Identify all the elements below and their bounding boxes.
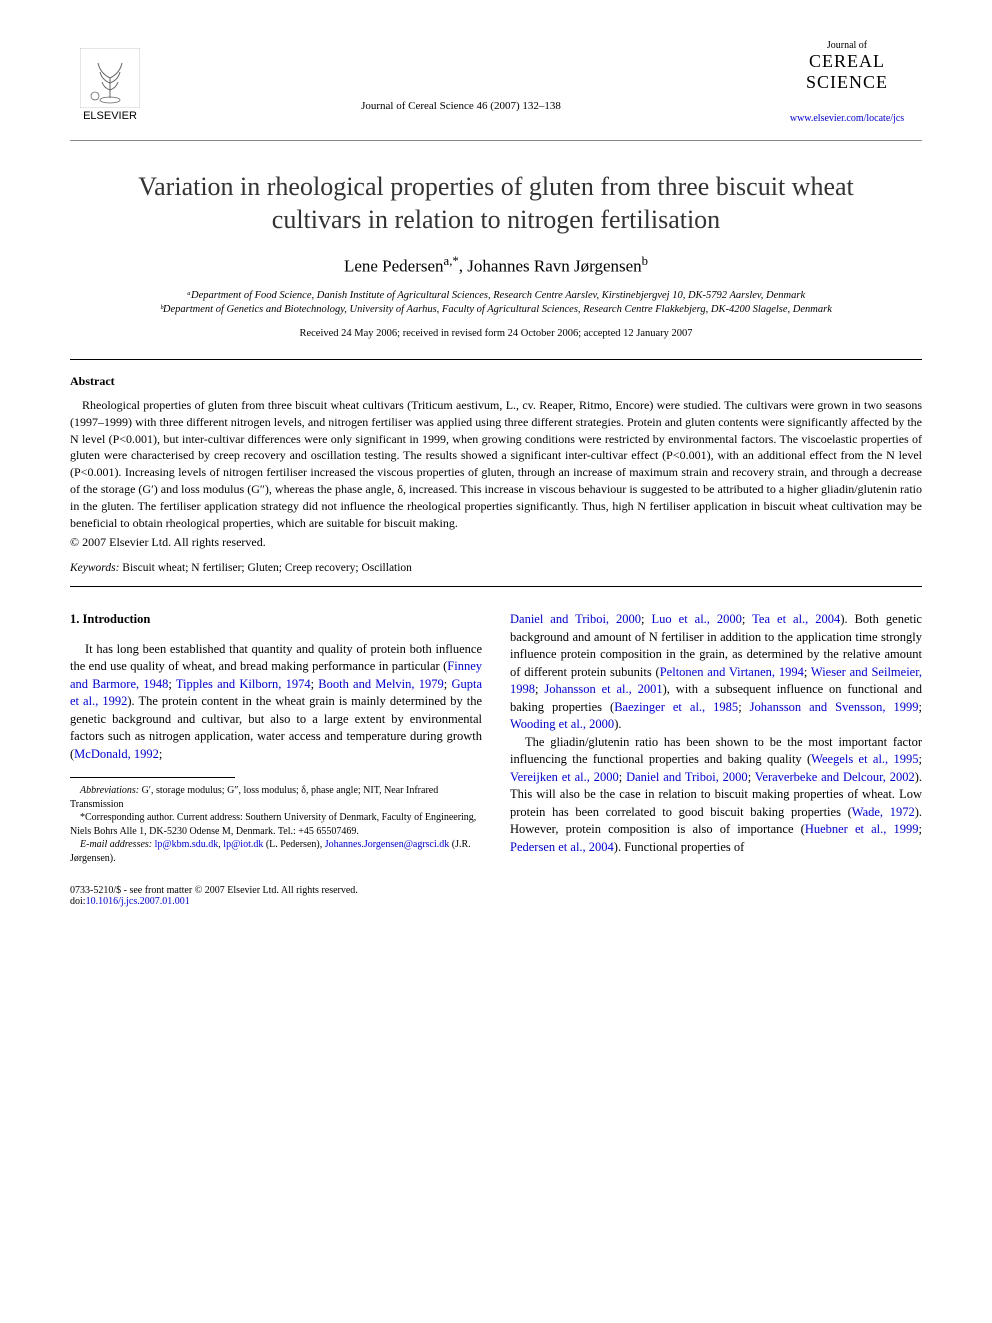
footer-left: 0733-5210/$ - see front matter © 2007 El… <box>70 885 358 907</box>
text: ). <box>614 717 621 731</box>
affiliation-a: ᵃDepartment of Food Science, Danish Inst… <box>70 289 922 304</box>
text: ; <box>641 612 651 626</box>
footnote-emails: E-mail addresses: lp@kbm.sdu.dk, lp@iot.… <box>70 838 482 865</box>
citation-link[interactable]: Tea et al., 2004 <box>752 612 840 626</box>
text: ; <box>619 770 626 784</box>
citation-link[interactable]: Baezinger et al., 1985 <box>614 700 738 714</box>
abbrev-label: Abbreviations: <box>80 785 139 796</box>
text: It has long been established that quanti… <box>70 642 482 674</box>
footer: 0733-5210/$ - see front matter © 2007 El… <box>70 885 922 907</box>
affiliation-b: ᵇDepartment of Genetics and Biotechnolog… <box>70 303 922 318</box>
text: ; <box>919 822 922 836</box>
citation-link[interactable]: Daniel and Triboi, 2000 <box>510 612 641 626</box>
citation-link[interactable]: Peltonen and Virtanen, 1994 <box>660 665 804 679</box>
abstract-heading: Abstract <box>70 374 922 389</box>
footnote-corresponding: *Corresponding author. Current address: … <box>70 811 482 838</box>
section-divider <box>70 586 922 587</box>
journal-box-label: Journal of <box>772 40 922 51</box>
footer-doi: doi:10.1016/j.jcs.2007.01.001 <box>70 896 358 907</box>
elsevier-tree-icon <box>80 48 140 108</box>
header-row: ELSEVIER Journal of Cereal Science 46 (2… <box>70 40 922 130</box>
citation-link[interactable]: Johansson and Svensson, 1999 <box>750 700 919 714</box>
citation-link[interactable]: Huebner et al., 1999 <box>805 822 919 836</box>
footer-copyright: 0733-5210/$ - see front matter © 2007 El… <box>70 885 358 896</box>
affiliations: ᵃDepartment of Food Science, Danish Inst… <box>70 289 922 318</box>
abstract-body: Rheological properties of gluten from th… <box>70 398 922 530</box>
intro-paragraph-1: It has long been established that quanti… <box>70 641 482 764</box>
keywords-label: Keywords: <box>70 562 119 574</box>
text: ; <box>804 665 811 679</box>
citation-link[interactable]: Luo et al., 2000 <box>652 612 742 626</box>
text: ; <box>748 770 755 784</box>
citation-link[interactable]: McDonald, 1992 <box>74 747 159 761</box>
authors: Lene Pedersena,*, Johannes Ravn Jørgense… <box>70 254 922 277</box>
section-divider <box>70 359 922 360</box>
doi-link[interactable]: 10.1016/j.jcs.2007.01.001 <box>86 896 190 907</box>
keywords-list: Biscuit wheat; N fertiliser; Gluten; Cre… <box>119 562 412 574</box>
text: ; <box>919 752 922 766</box>
citation-link[interactable]: Weegels et al., 1995 <box>811 752 918 766</box>
citation-link[interactable]: Wooding et al., 2000 <box>510 717 614 731</box>
citation-link[interactable]: Pedersen et al., 2004 <box>510 840 614 854</box>
citation-link[interactable]: Tipples and Kilborn, 1974 <box>176 677 311 691</box>
text: ; <box>738 700 749 714</box>
footnote-abbreviations: Abbreviations: G′, storage modulus; G″, … <box>70 784 482 811</box>
email-link[interactable]: lp@kbm.sdu.dk <box>155 839 219 850</box>
journal-box-title-2: SCIENCE <box>772 72 922 93</box>
journal-reference: Journal of Cereal Science 46 (2007) 132–… <box>150 40 772 112</box>
text: ; <box>159 747 162 761</box>
author-1: Lene Pedersen <box>344 257 444 276</box>
citation-link[interactable]: Wade, 1972 <box>852 805 915 819</box>
intro-paragraph-2: The gliadin/glutenin ratio has been show… <box>510 734 922 857</box>
citation-link[interactable]: Vereijken et al., 2000 <box>510 770 619 784</box>
text: ; <box>919 700 922 714</box>
email-link[interactable]: Johannes.Jorgensen@agrsci.dk <box>325 839 450 850</box>
column-left: 1. Introduction It has long been establi… <box>70 611 482 865</box>
column-right: Daniel and Triboi, 2000; Luo et al., 200… <box>510 611 922 865</box>
author-2: Johannes Ravn Jørgensen <box>467 257 641 276</box>
email-label: E-mail addresses: <box>80 839 152 850</box>
keywords: Keywords: Biscuit wheat; N fertiliser; G… <box>70 562 922 574</box>
text: ; <box>742 612 752 626</box>
body-columns: 1. Introduction It has long been establi… <box>70 611 922 865</box>
citation-link[interactable]: Daniel and Triboi, 2000 <box>626 770 748 784</box>
abstract-text: Rheological properties of gluten from th… <box>70 397 922 531</box>
copyright: © 2007 Elsevier Ltd. All rights reserved… <box>70 535 922 550</box>
citation-link[interactable]: Johansson et al., 2001 <box>544 682 662 696</box>
publisher-name: ELSEVIER <box>83 110 137 122</box>
journal-box-title-1: CEREAL <box>772 51 922 72</box>
doi-label: doi: <box>70 896 86 907</box>
text: (L. Pedersen), <box>263 839 324 850</box>
journal-url[interactable]: www.elsevier.com/locate/jcs <box>772 113 922 124</box>
article-dates: Received 24 May 2006; received in revise… <box>70 328 922 339</box>
intro-paragraph-1-cont: Daniel and Triboi, 2000; Luo et al., 200… <box>510 611 922 734</box>
footnote-separator <box>70 777 235 778</box>
citation-link[interactable]: Veraverbeke and Delcour, 2002 <box>755 770 915 784</box>
divider <box>70 140 922 141</box>
citation-link[interactable]: Booth and Melvin, 1979 <box>318 677 443 691</box>
text: ; <box>168 677 175 691</box>
text: ; <box>535 682 544 696</box>
section-heading-intro: 1. Introduction <box>70 611 482 629</box>
article-title: Variation in rheological properties of g… <box>110 171 882 236</box>
journal-box: Journal of CEREAL SCIENCE www.elsevier.c… <box>772 40 922 124</box>
text: ). Functional properties of <box>614 840 745 854</box>
email-link[interactable]: lp@iot.dk <box>223 839 263 850</box>
publisher-logo: ELSEVIER <box>70 40 150 130</box>
